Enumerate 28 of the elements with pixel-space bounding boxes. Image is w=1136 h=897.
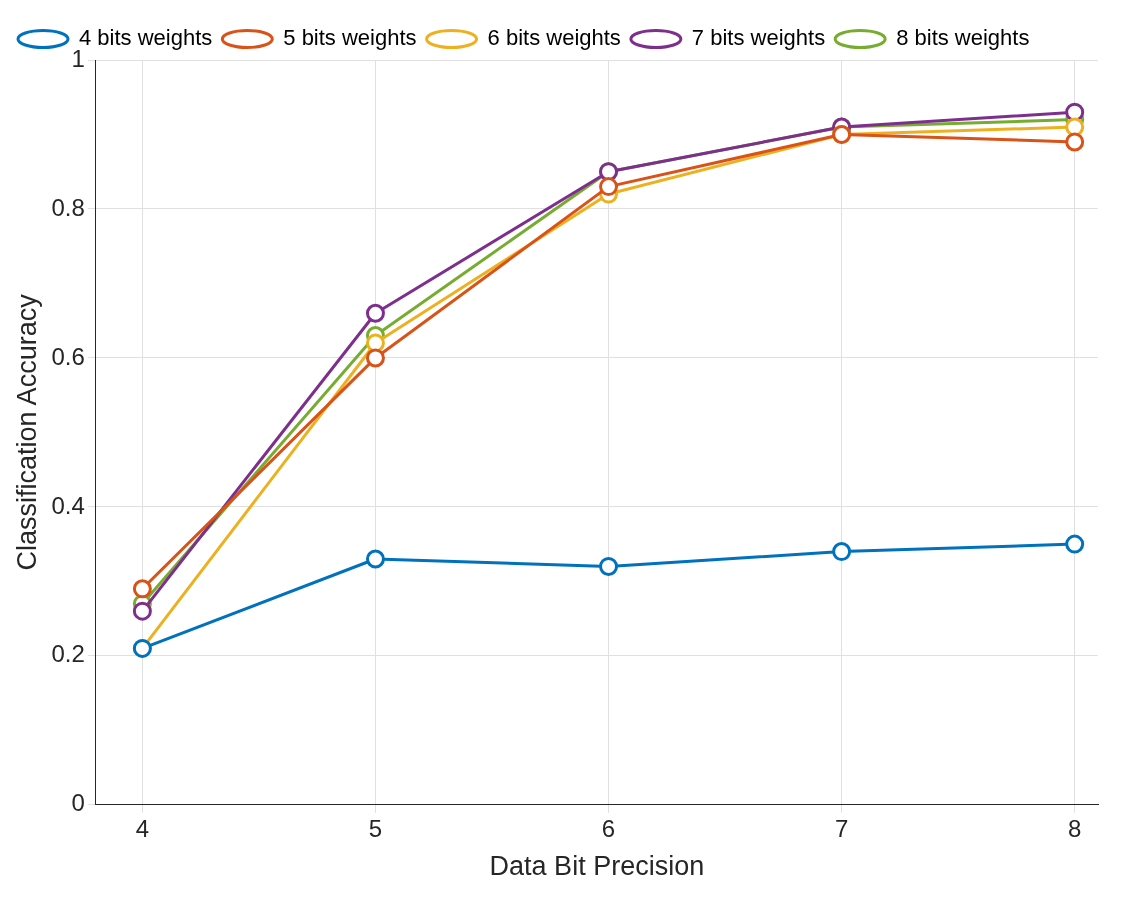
x-tick-label: 5 [368, 814, 383, 842]
x-tick-label: 4 [135, 814, 150, 842]
point [1065, 102, 1085, 122]
y-axis-title: Classification Accuracy [11, 293, 42, 571]
legend-label: 6 bits weights [487, 25, 621, 51]
y-tick-label: 0.2 [51, 640, 85, 668]
x-tick-label: 6 [601, 814, 616, 842]
legend-label: 8 bits weights [896, 25, 1030, 51]
y-tick-label: 0.8 [51, 193, 85, 221]
y-tick-label: 0 [71, 789, 85, 817]
point [365, 549, 385, 569]
point [599, 177, 619, 197]
y-tick-label: 0.6 [51, 342, 85, 370]
point [132, 601, 152, 621]
x-axis-title: Data Bit Precision [489, 851, 705, 882]
point [365, 348, 385, 368]
x-tick-label: 8 [1068, 814, 1082, 842]
point [132, 579, 152, 599]
point [1065, 132, 1085, 152]
x-tick-label: 7 [834, 814, 849, 842]
y-tick-label: 0.4 [51, 491, 85, 519]
point [365, 303, 385, 323]
point [1065, 117, 1085, 137]
legend-label: 5 bits weights [283, 25, 417, 51]
legend-label: 7 bits weights [691, 25, 826, 51]
point [1065, 534, 1085, 554]
point [599, 556, 619, 576]
point [832, 542, 852, 562]
